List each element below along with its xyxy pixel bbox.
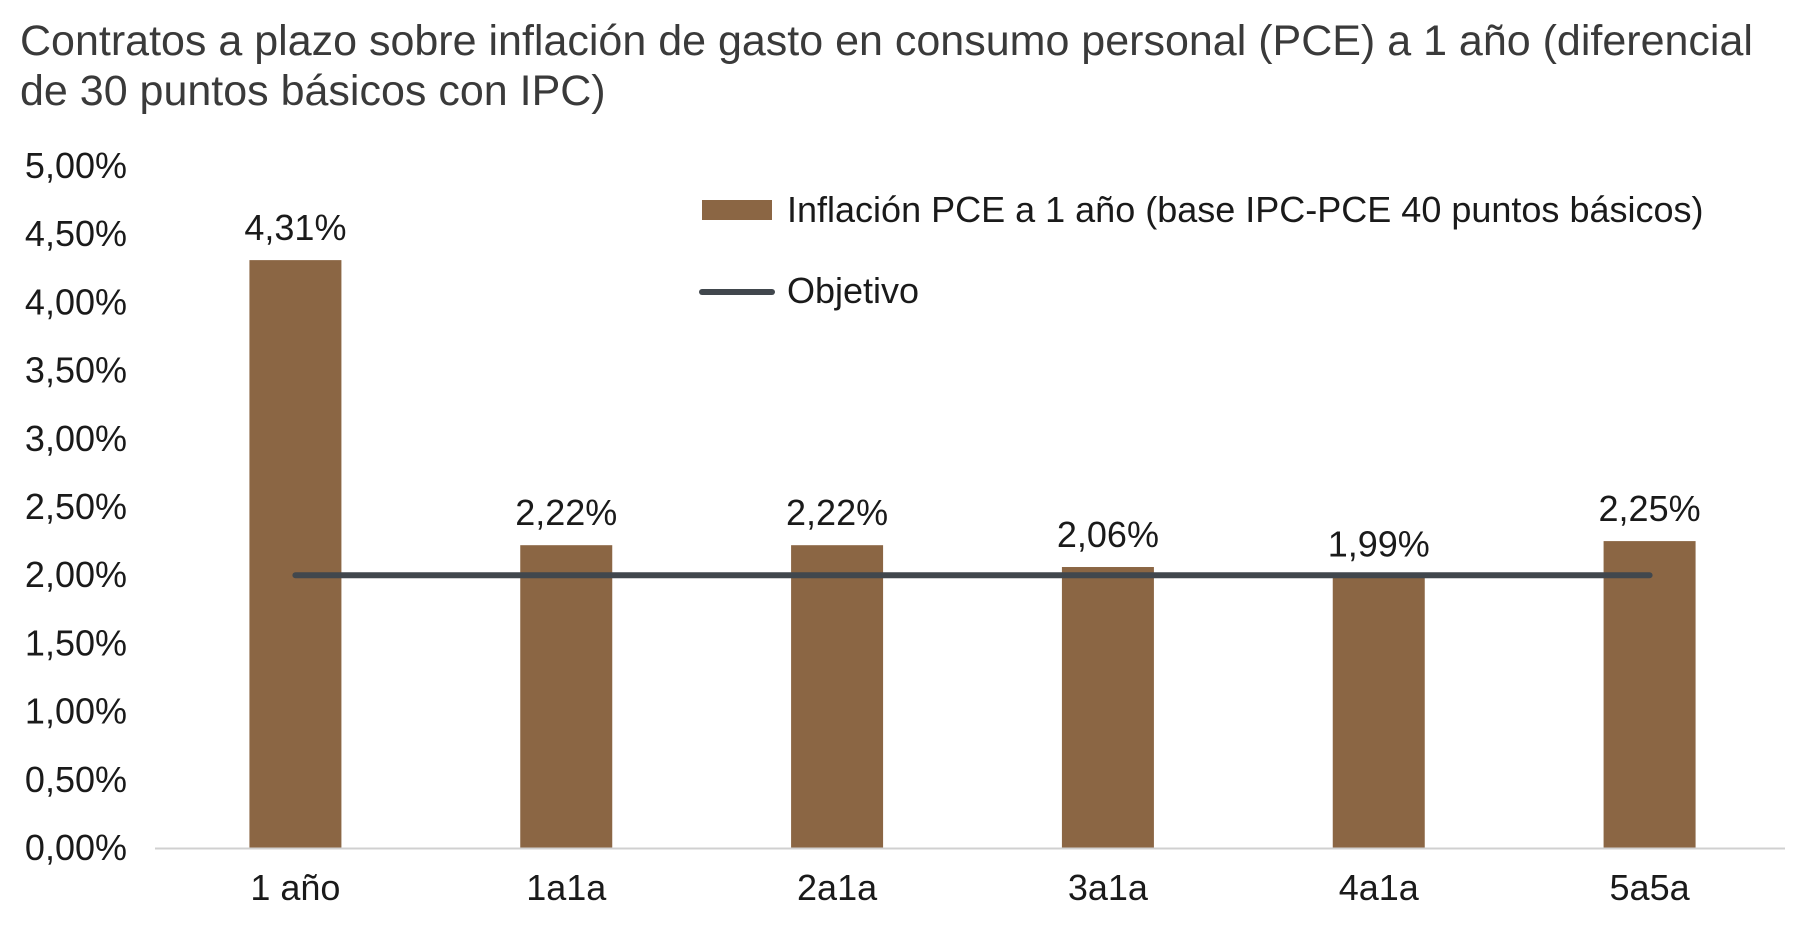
bar	[520, 545, 613, 848]
data-label: 1,99%	[1328, 524, 1430, 565]
y-axis: 0,00% 0,50% 1,00% 1,50% 2,00% 2,50% 3,00% 3,50%…	[25, 145, 127, 868]
x-tick-label: 1a1a	[526, 867, 607, 908]
legend-swatch-bar	[702, 200, 772, 220]
data-label: 2,06%	[1057, 514, 1159, 555]
y-tick-label: 1,50%	[25, 622, 127, 663]
bar-series: 4,31% 2,22% 2,22% 2,06% 1,99% 2,25%	[244, 207, 1701, 849]
y-tick-label: 2,50%	[25, 486, 127, 527]
data-label: 2,22%	[515, 492, 617, 533]
y-tick-label: 5,00%	[25, 145, 127, 186]
y-tick-label: 3,00%	[25, 418, 127, 459]
bar	[1603, 541, 1696, 848]
x-tick-label: 4a1a	[1339, 867, 1420, 908]
x-tick-label: 5a5a	[1610, 867, 1691, 908]
y-tick-label: 4,50%	[25, 213, 127, 254]
data-label: 4,31%	[244, 207, 346, 248]
data-label: 2,25%	[1599, 488, 1701, 529]
chart-title: Contratos a plazo sobre inflación de gas…	[20, 17, 1753, 115]
x-tick-label: 1 año	[250, 867, 340, 908]
bar	[1332, 576, 1425, 848]
bar	[791, 545, 884, 848]
legend-label-line: Objetivo	[787, 270, 919, 311]
y-tick-label: 2,00%	[25, 554, 127, 595]
y-tick-label: 3,50%	[25, 350, 127, 391]
y-tick-label: 1,00%	[25, 691, 127, 732]
legend: Inflación PCE a 1 año (base IPC-PCE 40 p…	[699, 189, 1704, 311]
y-tick-label: 0,50%	[25, 759, 127, 800]
legend-label-bar: Inflación PCE a 1 año (base IPC-PCE 40 p…	[787, 189, 1704, 230]
x-axis: 1 año 1a1a 2a1a 3a1a 4a1a 5a5a	[155, 847, 1785, 908]
x-tick-label: 3a1a	[1068, 867, 1149, 908]
y-tick-label: 0,00%	[25, 827, 127, 868]
bar	[249, 260, 342, 849]
y-tick-label: 4,00%	[25, 281, 127, 322]
x-tick-label: 2a1a	[797, 867, 878, 908]
data-label: 2,22%	[786, 492, 888, 533]
bar	[1061, 567, 1154, 848]
